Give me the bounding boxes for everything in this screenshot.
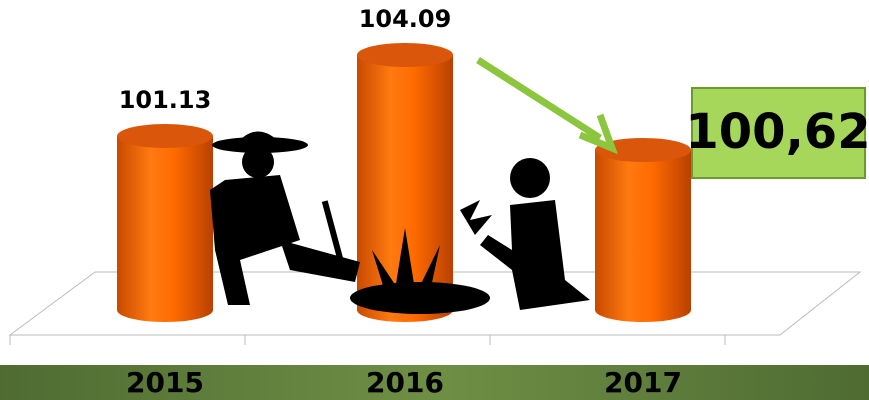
bar-top xyxy=(117,124,213,149)
value-label: 101.13 xyxy=(119,86,212,114)
bar-top xyxy=(357,43,453,67)
x-tick-label: 2017 xyxy=(604,366,682,399)
year-band xyxy=(0,365,869,400)
bar xyxy=(117,136,213,322)
bar xyxy=(595,150,691,322)
silhouettes xyxy=(210,131,590,314)
x-tick-label: 2015 xyxy=(126,366,204,399)
highlight-box xyxy=(691,87,866,179)
x-tick-label: 2016 xyxy=(366,366,444,399)
arrow-head xyxy=(578,113,618,155)
arrow xyxy=(476,57,602,141)
value-label: 100,62 xyxy=(685,104,869,160)
value-label: 104.09 xyxy=(359,5,452,33)
bar xyxy=(357,55,453,322)
bar-top xyxy=(595,138,691,162)
floor xyxy=(8,271,862,345)
